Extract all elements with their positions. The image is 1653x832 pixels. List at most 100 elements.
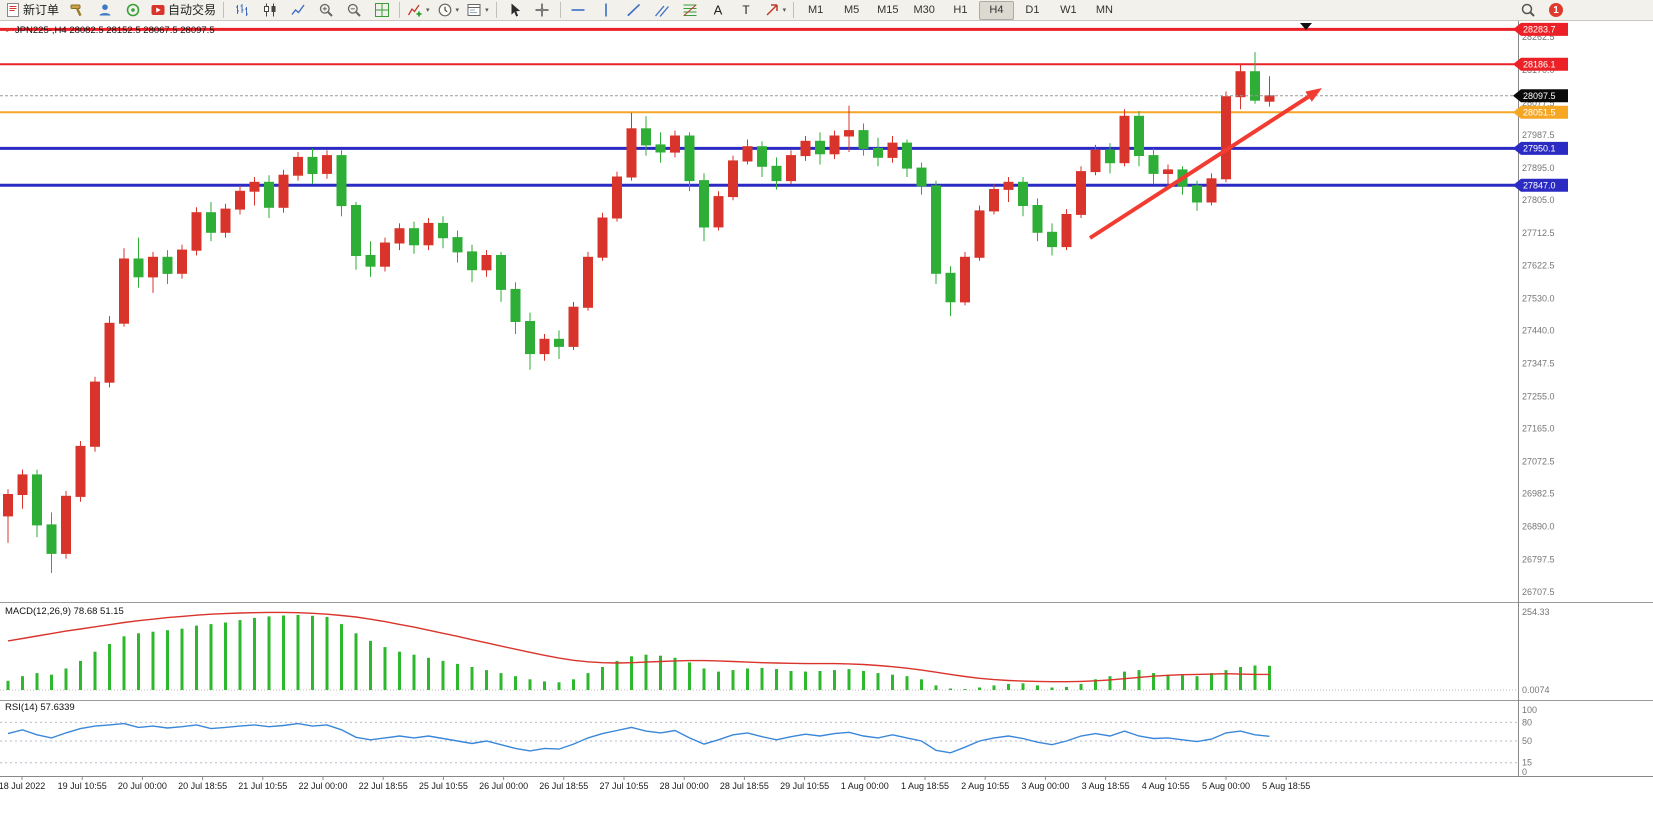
svg-text:27440.0: 27440.0 [1522,325,1555,335]
candle-chart-icon [263,3,276,17]
svg-text:27895.0: 27895.0 [1522,163,1555,173]
cursor-button[interactable] [501,0,528,21]
dropdown-arrow-icon: ▾ [426,7,430,14]
timeframe-m5-button[interactable]: M5 [843,4,860,16]
search-button[interactable] [1514,0,1541,21]
candle [394,228,405,244]
candle [452,237,463,253]
svg-text:28077.5: 28077.5 [1522,98,1555,108]
svg-text:0: 0 [1522,767,1527,777]
svg-text:18 Jul 2022: 18 Jul 2022 [0,781,45,791]
svg-text:21 Jul 10:55: 21 Jul 10:55 [238,781,287,791]
candle [960,256,970,303]
candle [931,185,941,274]
crosshair-button[interactable] [529,0,556,21]
vertical-line-button[interactable] [593,0,620,21]
timeframe-m15-button[interactable]: M15 [877,4,899,16]
main-toolbar: 新订单 自动交易 ▾ ▾ ▾ A T ▾ M1 M5 M15 M30 H1 H4 D1 W1 MN 1 [0,0,1653,21]
fibo-icon [683,4,697,16]
svg-text:28051.5: 28051.5 [1523,107,1556,117]
new-order-button-label: 新订单 [23,2,60,17]
label-icon: T [742,3,750,17]
candle [510,288,521,322]
trend-arrow[interactable] [1088,88,1322,240]
text-icon: A [714,3,723,18]
templates-button[interactable]: ▾ [463,0,492,21]
svg-text:1 Aug 18:55: 1 Aug 18:55 [901,781,949,791]
tile-windows-button[interactable] [368,0,395,21]
svg-text:26797.5: 26797.5 [1522,555,1555,565]
candle [1250,71,1260,101]
svg-text:20 Jul 00:00: 20 Jul 00:00 [118,781,167,791]
candle [1003,181,1014,190]
tile-icon [374,3,389,17]
timeframe-w1-button[interactable]: W1 [1060,4,1077,16]
timeframe-d1-button[interactable]: D1 [1025,4,1040,16]
candle [858,130,869,149]
candle [902,142,912,169]
candle [235,190,245,210]
macd-histogram [6,614,1271,690]
candle [32,474,42,526]
timeframe-m30-button[interactable]: M30 [913,4,935,16]
bar-chart-button[interactable] [228,0,255,21]
arrow-objects-button[interactable]: ▾ [761,0,790,21]
expert-advisor-button[interactable] [119,0,146,21]
candle [786,155,796,182]
timeframe-mn-button[interactable]: MN [1095,4,1113,16]
hline-badge-28283.7: 28283.7 [1513,22,1568,36]
svg-text:0.0074: 0.0074 [1522,685,1550,695]
notification-badge[interactable]: 1 [1549,3,1563,17]
svg-text:25 Jul 10:55: 25 Jul 10:55 [419,781,468,791]
symbol-ohlc-text: JPN225-,H4 28082.5 28152.5 28067.5 28097… [14,25,215,36]
candlestick-chart-button[interactable] [256,0,283,21]
auto-trading-button[interactable]: 自动交易 [147,0,219,21]
horizontal-line-button[interactable] [565,0,592,21]
svg-text:80: 80 [1522,717,1532,727]
toolbar-separator [223,2,225,18]
zoom-out-button[interactable] [340,0,367,21]
toolbar-separator [559,2,561,18]
svg-text:2 Aug 10:55: 2 Aug 10:55 [961,781,1009,791]
new-order-button[interactable]: 新订单 [2,0,62,21]
zoom-out-icon [347,3,361,17]
svg-text:100: 100 [1522,705,1537,715]
template-icon [467,4,481,16]
dropdown-arrow-icon: ▾ [455,7,460,14]
indicators-button[interactable]: ▾ [404,0,433,21]
candle [1090,149,1101,173]
hline-icon [571,9,585,11]
market-watch-button[interactable] [91,0,118,21]
candle [1018,181,1028,207]
candle [191,212,202,251]
channel-button[interactable] [649,0,676,21]
hammer-icon [70,4,82,17]
timeframe-m1-button[interactable]: M1 [807,4,824,16]
timeframe-h4-button[interactable]: H4 [978,0,1014,20]
svg-text:1 Aug 00:00: 1 Aug 00:00 [841,781,889,791]
candle [539,338,550,355]
svg-text:22 Jul 18:55: 22 Jul 18:55 [359,781,408,791]
zoom-in-button[interactable] [312,0,339,21]
svg-text:28 Jul 18:55: 28 Jul 18:55 [720,781,769,791]
trendline-icon [627,3,641,17]
line-chart-button[interactable] [284,0,311,21]
periods-button[interactable]: ▾ [434,0,463,21]
svg-text:28283.7: 28283.7 [1523,25,1556,35]
svg-text:27805.0: 27805.0 [1522,195,1555,205]
text-label-button[interactable]: T [733,0,760,21]
candle [815,140,825,155]
svg-text:4 Aug 10:55: 4 Aug 10:55 [1142,781,1190,791]
toolbox-button[interactable] [63,0,90,21]
candle [104,322,115,383]
fibonacci-button[interactable] [677,0,704,21]
svg-text:50: 50 [1522,736,1532,746]
timeframe-h1-button[interactable]: H1 [953,4,968,16]
vline-icon [605,3,607,17]
text-button[interactable]: A [705,0,732,21]
bid-price-badge: 28097.5 [1513,89,1568,103]
candle [945,272,956,303]
trendline-button[interactable] [621,0,648,21]
macd-panel: 254.33 0.0074 [0,607,1550,695]
